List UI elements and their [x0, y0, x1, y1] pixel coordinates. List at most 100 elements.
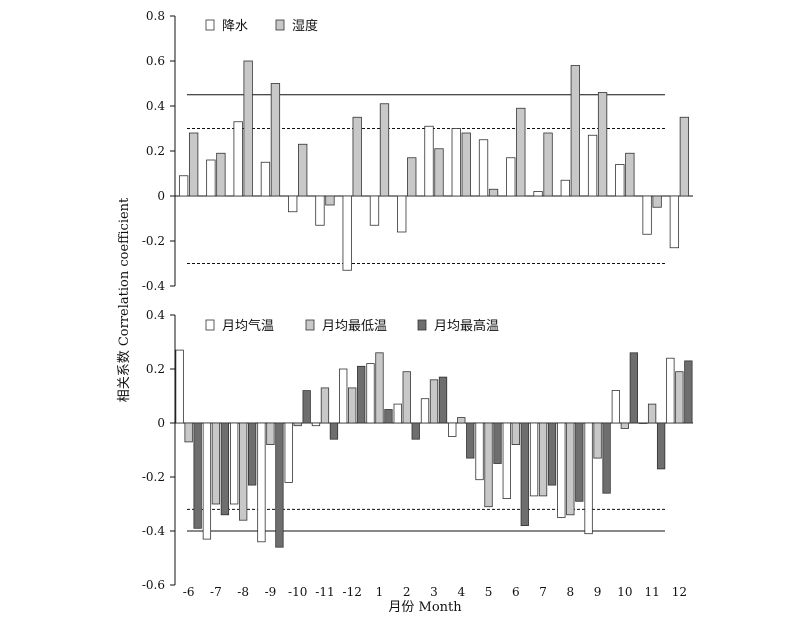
- bar-湿度-3: [434, 148, 444, 197]
- bar-降水--6: [178, 175, 189, 197]
- bar-湿度-9: [597, 92, 608, 197]
- bar-湿度--6: [188, 132, 199, 197]
- bar-降水-11: [642, 195, 652, 235]
- bar-湿度-10: [625, 152, 635, 197]
- y-tick-label: 0.2: [146, 144, 165, 158]
- bar-月均最高温-3: [438, 376, 448, 424]
- y-tick-label: -0.4: [142, 524, 166, 538]
- bar-月均气温-8: [557, 422, 566, 518]
- bar-降水-9: [587, 134, 598, 197]
- bar-月均最高温-6: [520, 422, 529, 526]
- bar-月均最高温--12: [357, 365, 366, 424]
- legend-swatch: [275, 19, 285, 31]
- bar-湿度-4: [461, 132, 471, 197]
- y-tick-label: 0.6: [146, 54, 165, 68]
- bar-湿度-11: [652, 195, 662, 208]
- bar-降水-5: [478, 139, 489, 197]
- legend-label: 月均最低温: [322, 319, 387, 334]
- y-tick-label: 0.4: [146, 99, 165, 113]
- bar-月均最高温-8: [575, 422, 584, 502]
- x-tick-label: 4: [457, 585, 465, 599]
- bar-湿度-5: [488, 188, 499, 197]
- x-tick-label: 8: [566, 585, 574, 599]
- bar-湿度-7: [543, 132, 553, 197]
- bar-降水--12: [342, 195, 352, 271]
- bar-月均最低温-10: [620, 422, 629, 429]
- x-tick-label: -8: [237, 585, 249, 599]
- legend-label: 月均气温: [222, 318, 274, 334]
- bar-月均最高温-2: [411, 422, 420, 440]
- bar-月均最低温--8: [239, 422, 248, 521]
- y-tick-label: 0.8: [146, 9, 165, 23]
- bar-月均气温-7: [529, 422, 539, 497]
- x-tick-label: 9: [594, 585, 602, 599]
- bar-湿度-2: [407, 157, 417, 197]
- bar-月均气温-10: [611, 390, 620, 424]
- y-tick-label: -0.2: [142, 470, 165, 484]
- bar-湿度--9: [270, 83, 281, 197]
- x-tick-label: 1: [376, 585, 384, 599]
- bar-湿度--7: [216, 152, 226, 197]
- x-tick-label: 11: [644, 585, 659, 599]
- legend-label: 降水: [222, 19, 248, 34]
- bar-月均最低温-7: [538, 422, 548, 497]
- legend-label: 湿度: [292, 18, 318, 34]
- bar-月均最低温-6: [511, 422, 520, 446]
- top-panel-precipitation-humidity: -0.4 -0.2 0 0.2 0.4 0.6 0.8 降水 湿度: [142, 9, 693, 293]
- bar-月均气温--10: [284, 422, 293, 483]
- bar-降水-2: [397, 195, 407, 233]
- bar-降水-7: [533, 191, 543, 197]
- x-tick-label: -10: [288, 585, 307, 599]
- bar-降水-1: [369, 195, 380, 226]
- x-tick-label: 7: [539, 585, 547, 599]
- y-tick-label: 0.2: [146, 362, 165, 376]
- bar-月均最高温-11: [656, 422, 666, 470]
- x-tick-label: -12: [343, 585, 362, 599]
- x-tick-label: -9: [265, 585, 277, 599]
- bar-月均最低温-5: [484, 422, 493, 508]
- bar-降水-8: [560, 179, 570, 197]
- bar-月均气温-11: [638, 422, 648, 424]
- y-tick-label: 0.4: [146, 308, 165, 322]
- bar-月均气温-12: [666, 357, 675, 424]
- x-tick-label: 10: [617, 585, 632, 599]
- bar-月均最高温-5: [493, 422, 502, 464]
- bar-月均气温--6: [175, 349, 184, 424]
- legend-label: 月均最高温: [434, 318, 499, 334]
- bar-月均气温-4: [448, 422, 457, 437]
- bar-月均最低温--7: [211, 422, 221, 505]
- x-tick-label: -11: [315, 585, 334, 599]
- bar-月均气温--12: [339, 368, 348, 424]
- bar-月均最低温-11: [647, 403, 657, 424]
- bar-降水--10: [288, 195, 298, 213]
- bar-湿度-8: [570, 65, 580, 197]
- bar-月均气温-3: [420, 398, 430, 424]
- y-tick-label: 0: [157, 416, 165, 430]
- bar-月均最低温-4: [457, 417, 466, 424]
- x-tick-label: 6: [512, 585, 520, 599]
- bar-月均最低温--11: [320, 387, 330, 424]
- bar-降水-10: [615, 164, 625, 197]
- bar-湿度-1: [379, 103, 390, 197]
- bar-月均最低温-3: [429, 379, 439, 424]
- bar-湿度-6: [516, 107, 526, 197]
- bar-降水-6: [506, 157, 516, 197]
- x-tick-label: 3: [430, 585, 438, 599]
- bar-月均最高温--10: [302, 390, 311, 424]
- y-tick-label: -0.4: [142, 279, 166, 293]
- x-tick-label: 5: [485, 585, 493, 599]
- x-tick-label: 2: [403, 585, 411, 599]
- bar-降水--9: [260, 161, 271, 197]
- legend-swatch: [205, 319, 215, 331]
- bar-月均最高温-12: [684, 360, 693, 424]
- bar-月均最低温-12: [675, 371, 684, 424]
- y-tick-label: 0: [157, 189, 165, 203]
- bar-月均气温-9: [584, 422, 593, 535]
- bar-湿度--12: [352, 116, 362, 197]
- y-tick-label: -0.2: [142, 234, 165, 248]
- bar-湿度--10: [298, 143, 308, 197]
- bar-月均气温--9: [257, 422, 266, 543]
- bar-月均最低温-9: [593, 422, 602, 459]
- bar-月均最低温-8: [566, 422, 575, 516]
- bar-月均最高温--8: [248, 422, 257, 486]
